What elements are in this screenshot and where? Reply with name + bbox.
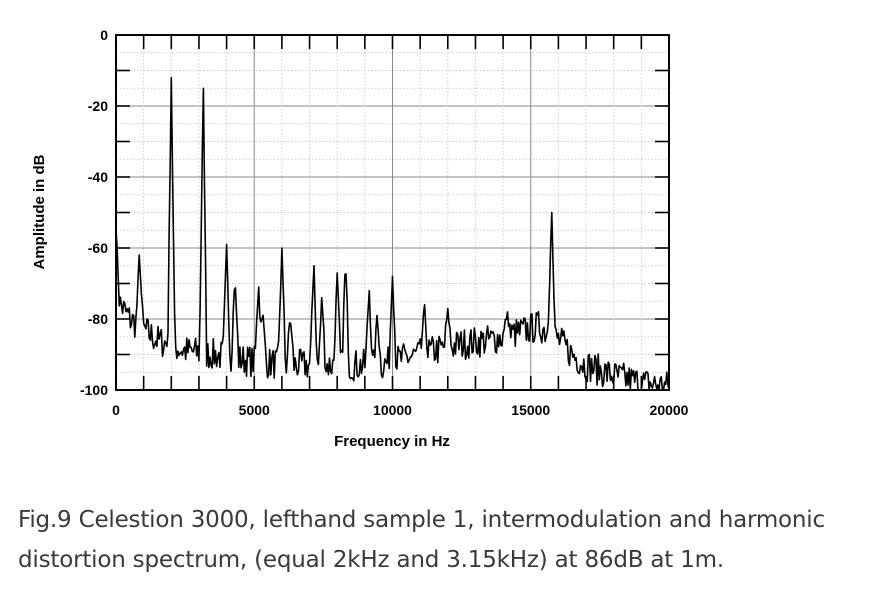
x-tick-labels: 0 5000 10000 15000 20000 — [112, 402, 689, 418]
y-axis-label: Amplitude in dB — [31, 154, 48, 269]
spectrum-trace — [115, 76, 670, 391]
spectrum-chart: 0 -20 -40 -60 -80 -100 0 5000 10000 15000 20000 F… — [31, 27, 689, 450]
x-tick-label: 10000 — [373, 402, 412, 418]
tick-marks — [116, 35, 669, 390]
x-tick-label: 15000 — [511, 402, 550, 418]
y-tick-label: -60 — [88, 240, 108, 256]
y-tick-label: -100 — [80, 382, 108, 398]
x-tick-label: 0 — [112, 402, 120, 418]
grid-lines — [116, 35, 669, 390]
y-tick-labels: 0 -20 -40 -60 -80 -100 — [80, 27, 108, 398]
plot-frame — [115, 34, 670, 391]
y-tick-label: -40 — [88, 169, 108, 185]
y-tick-label: -20 — [88, 98, 108, 114]
x-tick-label: 5000 — [239, 402, 270, 418]
figure-caption: Fig.9 Celestion 3000, lefthand sample 1,… — [18, 507, 825, 573]
chart-svg: 0 -20 -40 -60 -80 -100 0 5000 10000 15000 20000 F… — [31, 27, 689, 450]
y-tick-label: -80 — [88, 311, 108, 327]
y-tick-label: 0 — [100, 27, 108, 43]
x-axis-label: Frequency in Hz — [334, 433, 450, 450]
x-tick-label: 20000 — [650, 402, 689, 418]
